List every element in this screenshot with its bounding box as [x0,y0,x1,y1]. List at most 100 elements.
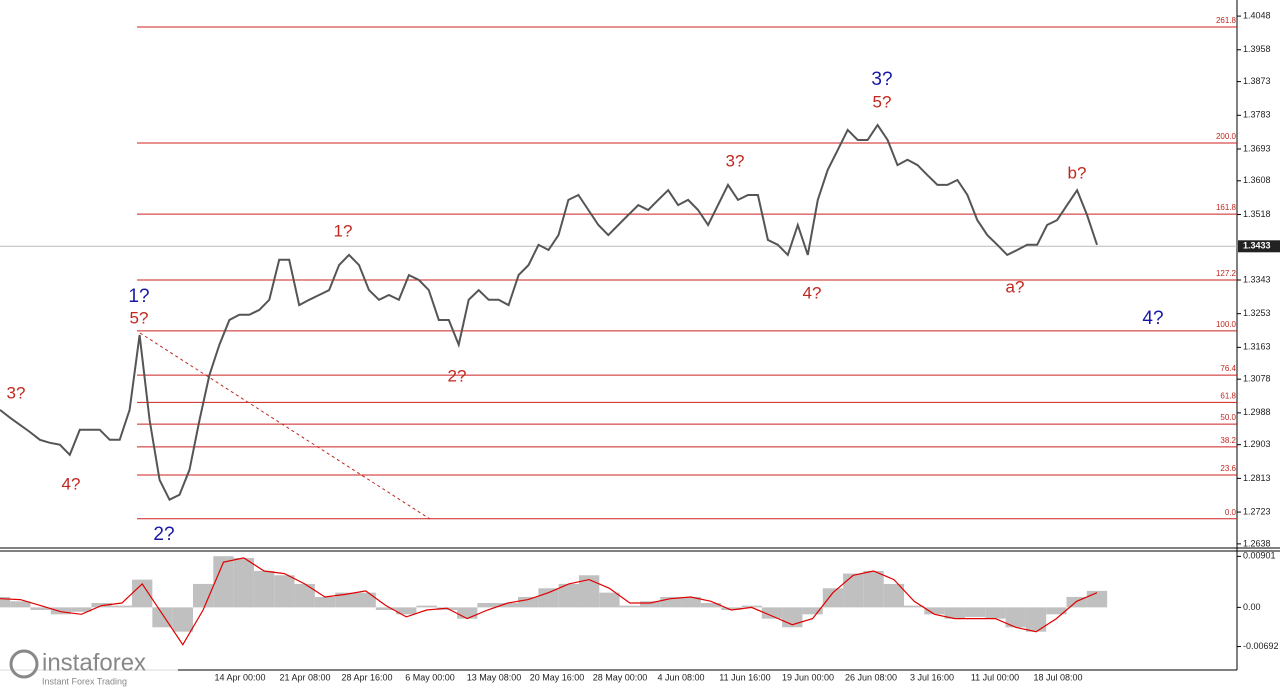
histogram-bar [477,603,498,608]
x-tick-label: 11 Jul 00:00 [971,672,1019,682]
histogram-bar [822,588,844,608]
histogram-bar [985,607,1006,619]
x-tick-label: 18 Jul 08:00 [1033,672,1082,682]
fib-label: 50.0 [1220,413,1236,422]
histogram-bar [619,605,640,608]
x-tick-label: 28 Apr 16:00 [341,672,392,682]
signal-line [0,557,1098,646]
wave-label: 3? [726,151,745,170]
histogram-bar [213,556,234,608]
wave-label: 4? [1142,308,1163,329]
wave-label: 3? [7,383,26,402]
y-tick-label: 1.3518 [1243,209,1271,219]
logo-background [0,648,178,689]
wave-label: b? [1068,163,1087,182]
wave-labels: 3? 4? 1? 5? 2? 1? 2? 3? 4? 3? 5? a? b? 4… [7,69,1164,545]
fib-label: 127.2 [1216,269,1237,278]
x-tick-label: 21 Apr 08:00 [279,672,330,682]
y-tick-label: 1.2988 [1243,407,1271,417]
histogram-bar [233,557,254,608]
histogram-bar [375,607,397,610]
histogram-bar [904,605,925,608]
y-tick-label: -0.00692 [1243,641,1279,651]
fib-label: 261.8 [1216,16,1237,25]
x-tick-label: 6 May 00:00 [405,672,455,682]
wave-label: 2? [448,366,467,385]
fib-label: 23.6 [1220,464,1236,473]
fib-label: 161.8 [1216,203,1237,212]
histogram-bar [497,603,519,608]
histogram-bar [944,607,965,619]
histogram-bar [518,596,539,608]
fib-label: 200.0 [1216,132,1237,141]
fib-label: 100.0 [1216,320,1237,329]
histogram-bar [457,607,478,619]
histogram-bar [416,605,437,608]
histogram-bar [863,570,884,608]
histogram-bar [132,579,153,608]
histogram-bar [0,596,11,608]
histogram-bar [111,605,133,608]
y-tick-label: 1.3693 [1243,143,1271,153]
x-tick-label: 3 Jul 16:00 [910,672,954,682]
price-line [0,123,1098,502]
fib-label: 76.4 [1220,364,1236,373]
histogram-bar [30,607,51,610]
histogram-bar [1066,596,1087,608]
y-tick-label: 1.3873 [1243,76,1271,86]
histogram-bar [253,570,275,608]
histogram-bar [680,596,701,608]
x-tick-label: 20 May 16:00 [530,672,585,682]
histogram-bar [314,596,336,608]
histogram-bar [578,575,600,608]
histogram-bar [883,583,905,608]
wave-label: 5? [873,92,892,111]
histogram-bar [71,607,92,612]
histogram-bar [802,607,823,615]
y-tick-label: 1.2638 [1243,538,1271,548]
last-price-box [1238,240,1280,253]
histogram-bar [558,583,579,608]
logo-tagline: Instant Forex Trading [42,676,127,686]
histogram-bar [172,607,193,632]
x-tick-label: 28 May 00:00 [593,672,648,682]
x-tick-label: 26 Jun 08:00 [845,672,897,682]
histogram-bar [192,583,214,608]
x-tick-label: 19 Jun 00:00 [782,672,834,682]
histogram-bar [294,583,315,608]
fib-label: 38.2 [1220,436,1236,445]
histogram-bar [639,601,661,608]
histogram-bar [355,592,376,608]
histogram-bar [335,592,356,608]
histogram-bar [599,592,620,608]
y-tick-label: 1.3958 [1243,44,1271,54]
histogram-bar [50,607,72,615]
logo: instaforex Instant Forex Trading [0,648,178,689]
x-tick-label: 11 Jun 16:00 [719,672,770,682]
histogram-bar [396,607,417,615]
x-tick-label: 13 May 08:00 [467,672,522,682]
y-tick-label: 1.3078 [1243,374,1271,384]
histogram-bar [1025,607,1047,632]
wave-label: 1? [128,286,149,307]
histogram-bar [1086,590,1108,608]
wave-label: 1? [334,221,353,240]
histogram-bar [700,603,722,608]
histogram-bar [274,575,295,608]
histogram-bar [924,607,945,615]
logo-name: instaforex [42,649,146,676]
histogram-bar [741,605,762,608]
last-price-label: 1.3433 [1243,241,1271,251]
logo-icon [9,649,39,679]
y-tick-label: 1.2723 [1243,506,1271,516]
histogram-bar [721,607,742,610]
y-tick-label: 1.3783 [1243,110,1271,120]
histogram-bar [761,607,783,619]
y-tick-label: 1.3163 [1243,342,1271,352]
histogram-bar [1046,607,1067,615]
histogram-bar [964,607,986,617]
wave-label: 3? [871,69,892,90]
histogram-bar [1005,607,1026,628]
histogram-bar [660,596,681,608]
